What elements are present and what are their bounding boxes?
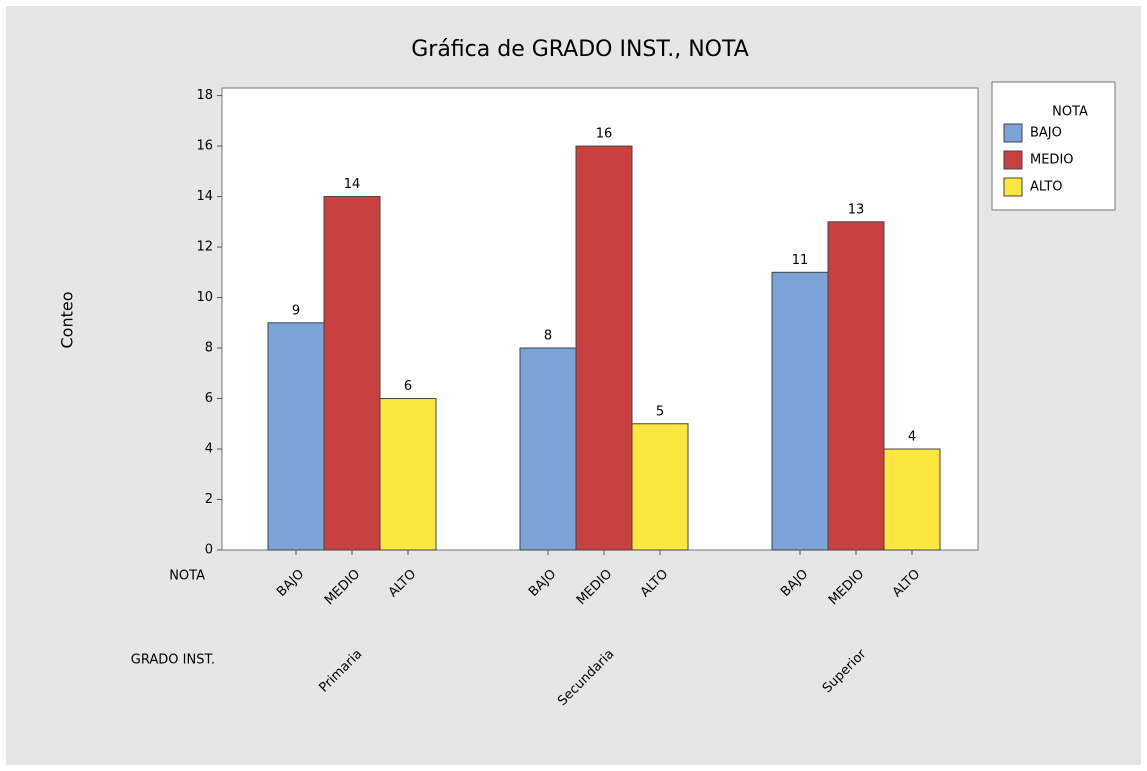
x-row-label: GRADO INST. <box>131 653 215 668</box>
bar <box>379 398 437 551</box>
legend-label: BAJO <box>1030 126 1062 141</box>
data-label: 6 <box>404 379 412 394</box>
y-tick-label: 18 <box>196 88 213 103</box>
y-tick-label: 14 <box>196 189 213 204</box>
legend-label: ALTO <box>1030 180 1063 195</box>
data-label: 11 <box>792 253 809 268</box>
legend-swatch <box>1003 177 1023 197</box>
y-tick-label: 6 <box>205 391 213 406</box>
y-tick-label: 2 <box>205 492 213 507</box>
data-label: 5 <box>656 404 664 419</box>
data-label: 13 <box>848 202 865 217</box>
y-tick-label: 0 <box>205 543 213 558</box>
bar <box>827 221 885 551</box>
bar <box>883 448 941 551</box>
bar <box>323 196 381 551</box>
legend-swatch <box>1003 123 1023 143</box>
legend-swatch <box>1003 150 1023 170</box>
y-tick-label: 10 <box>196 290 213 305</box>
y-tick-label: 16 <box>196 139 213 154</box>
data-label: 4 <box>908 430 916 445</box>
chart-title: Gráfica de GRADO INST., NOTA <box>411 37 749 62</box>
bar <box>631 423 689 551</box>
data-label: 16 <box>596 127 613 142</box>
bar <box>771 271 829 551</box>
bar <box>519 347 577 551</box>
y-axis-title: Conteo <box>58 291 77 348</box>
legend-title: NOTA <box>1052 105 1088 120</box>
data-label: 14 <box>344 177 361 192</box>
y-tick-label: 8 <box>205 341 213 356</box>
bar <box>267 322 325 551</box>
data-label: 9 <box>292 303 300 318</box>
legend-label: MEDIO <box>1030 153 1074 168</box>
y-tick-label: 12 <box>196 240 213 255</box>
x-row-label: NOTA <box>169 569 205 584</box>
y-tick-label: 4 <box>205 442 213 457</box>
data-label: 8 <box>544 329 552 344</box>
bar <box>575 145 633 551</box>
